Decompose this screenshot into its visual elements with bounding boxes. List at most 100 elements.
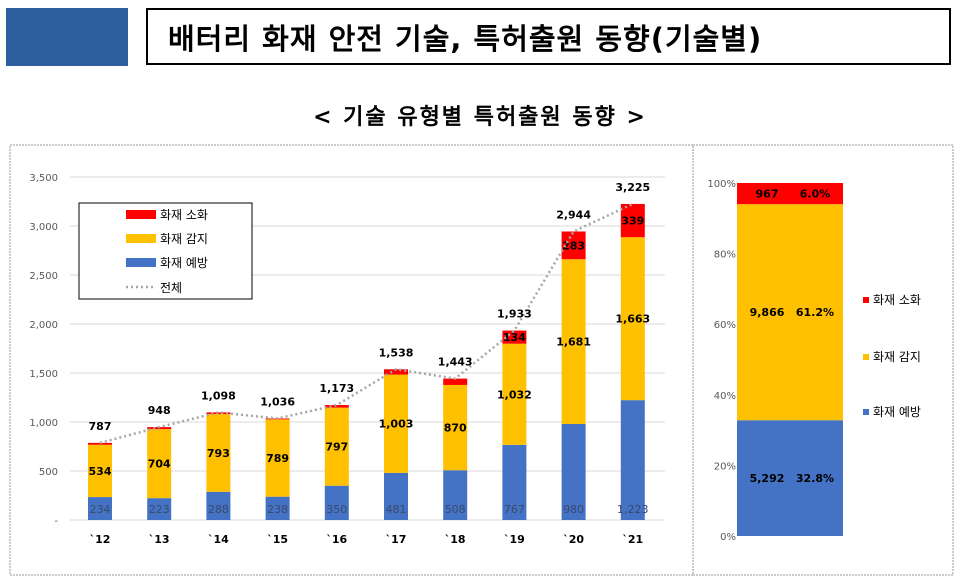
y-tick-label: 3,500 [29,173,58,184]
legend-label: 화재 소화 [873,293,921,307]
bar-segment [206,414,231,492]
data-label: 481 [386,503,407,516]
total-label: 3,225 [615,181,650,194]
data-label: 339 [621,215,644,228]
data-label: 1,223 [617,503,649,516]
x-tick-label: `17 [386,533,407,546]
total-line [99,202,634,445]
bar-segment [147,498,172,520]
percent-label: 61.2% [796,306,834,319]
data-label: 508 [445,503,466,516]
bar-segment [620,237,645,401]
legend-label: 전체 [160,281,182,295]
legend-label: 화재 감지 [160,232,208,246]
bar-segment [88,497,112,520]
x-tick-label: `20 [563,533,584,546]
x-tick-label: `18 [445,533,466,546]
data-label: 967 [756,188,779,201]
data-label: 5,292 [750,472,785,485]
bar-segment [443,378,468,385]
total-label: 787 [89,420,112,433]
bar-segment [561,423,586,520]
y-tick-label: 0% [720,532,736,543]
y-tick-label: - [54,516,58,527]
data-label: 797 [325,441,348,454]
data-label: 1,681 [556,336,591,349]
bar-segment [206,491,231,520]
legend-swatch [126,234,156,243]
total-label: 1,538 [379,346,414,359]
y-tick-label: 500 [39,467,58,478]
bar-segment [265,419,290,497]
y-tick-label: 2,000 [29,320,58,331]
data-label: 767 [504,503,525,516]
percent-bar-segment [737,183,843,205]
bar-segment [147,429,172,499]
legend-label: 화재 감지 [873,350,921,364]
bar-segment [561,231,586,260]
bar-segment [561,259,586,424]
x-tick-label: `16 [326,533,347,546]
bar-segment [502,343,527,445]
data-label: 534 [89,465,112,478]
y-tick-label: 100% [707,179,736,190]
percent-bar-segment [737,204,843,421]
total-label: 1,933 [497,308,532,321]
data-label: 789 [266,452,289,465]
legend-swatch [863,297,869,303]
bar-segment [324,405,349,408]
total-label: 948 [148,404,171,417]
legend-label: 화재 예방 [160,256,208,270]
chart-subtitle: < 기술 유형별 특허출원 동향 > [313,105,647,130]
legend-label: 화재 소화 [160,208,208,222]
total-label: 1,098 [201,389,236,402]
x-tick-label: `13 [149,533,170,546]
y-tick-label: 3,000 [29,222,58,233]
bar-segment [88,444,112,498]
y-tick-label: 80% [714,250,736,261]
x-tick-label: `19 [504,533,525,546]
bar-segment [620,400,645,520]
data-label: 793 [207,447,230,460]
data-label: 234 [90,503,111,516]
data-label: 1,663 [615,313,650,326]
total-label: 1,036 [260,395,295,408]
y-tick-label: 40% [714,391,736,402]
data-label: 350 [326,503,347,516]
bar-segment [324,485,349,520]
page-title-text: 배터리 화재 안전 기술, 특허출원 동향(기술별) [168,21,763,56]
data-label: 288 [208,503,229,516]
total-label: 1,443 [438,356,473,369]
data-label: 238 [267,503,288,516]
x-tick-label: `15 [267,533,288,546]
percent-label: 32.8% [796,472,834,485]
bar-segment [620,203,645,238]
x-tick-label: `21 [622,533,643,546]
x-tick-label: `14 [208,533,229,546]
bar-segment [206,412,231,415]
legend-swatch [126,258,156,267]
data-label: 704 [148,458,171,471]
x-tick-label: `12 [90,533,111,546]
bar-segment [384,374,408,473]
y-tick-label: 1,500 [29,369,58,380]
legend-swatch [863,354,869,360]
percent-label: 6.0% [800,188,831,201]
data-label: 134 [503,331,526,344]
data-label: 9,866 [750,306,785,319]
y-tick-label: 60% [714,320,736,331]
data-label: 223 [149,503,170,516]
bar-segment [265,496,290,520]
data-label: 1,032 [497,388,532,401]
legend-box [78,202,253,300]
header-accent-block [6,8,128,66]
page-title: 배터리 화재 안전 기술, 특허출원 동향(기술별) [146,8,951,65]
bar-segment [88,442,112,445]
right-chart-frame [692,144,954,576]
data-label: 1,003 [379,418,414,431]
y-tick-label: 1,000 [29,418,58,429]
legend-swatch [126,210,156,219]
legend-swatch [863,409,869,415]
bar-segment [384,369,408,375]
